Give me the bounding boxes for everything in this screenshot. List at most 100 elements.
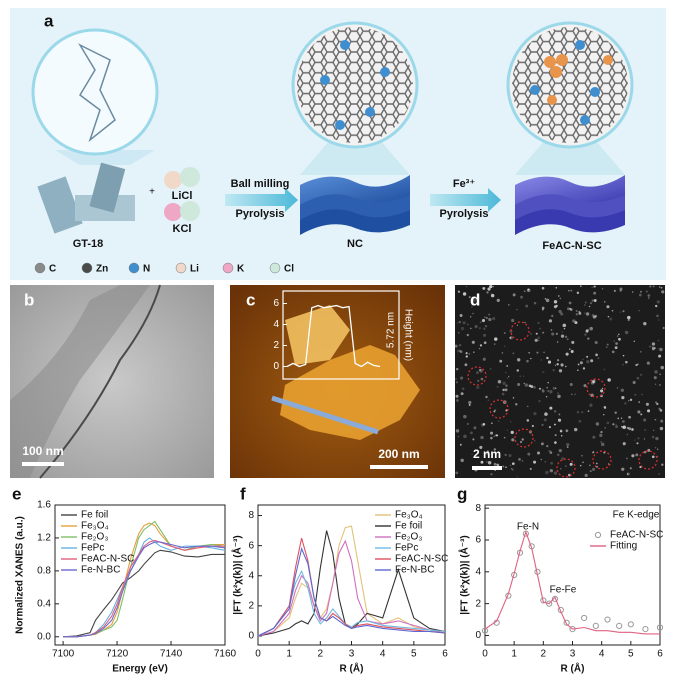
speckle (579, 361, 583, 365)
speckle (579, 464, 582, 467)
speckle (656, 300, 660, 304)
speckle (547, 360, 552, 364)
speckle (555, 286, 558, 289)
y-tick-label: 8 (248, 510, 254, 521)
speckle (575, 313, 579, 316)
speckle (658, 286, 661, 288)
speckle (534, 338, 538, 342)
speckle (520, 295, 523, 299)
speckle (566, 338, 569, 341)
speckle (631, 428, 634, 431)
x-tick-label: 1 (511, 649, 517, 660)
speckle (584, 333, 587, 336)
speckle (601, 387, 604, 390)
speckle (554, 441, 557, 444)
inset-tick-label: 4 (273, 319, 279, 330)
speckle (607, 315, 610, 318)
speckle (459, 350, 463, 354)
plus: + (149, 187, 155, 198)
speckle (471, 306, 473, 308)
speckle (628, 400, 630, 402)
speckle (628, 415, 631, 419)
tem-edge (39, 284, 161, 479)
speckle (517, 383, 521, 386)
speckle (527, 452, 531, 456)
legend-label: Fe₃O₄ (81, 521, 109, 532)
element-dot (175, 262, 187, 274)
step-label: Fe³⁺ (453, 178, 476, 190)
speckle (468, 404, 471, 406)
speckle (591, 314, 595, 317)
speckle (479, 327, 481, 329)
speckle (504, 388, 508, 392)
speckle (558, 449, 562, 453)
x-tick-label: 3 (570, 649, 576, 660)
x-tick-label: 4 (380, 649, 386, 660)
speckle (611, 350, 615, 354)
data-point (627, 621, 634, 628)
speckle (622, 364, 624, 366)
speckle (510, 468, 513, 470)
speckle (490, 473, 493, 476)
speckle (651, 346, 654, 349)
element-label: K (237, 264, 245, 275)
speckle (472, 438, 475, 441)
arrow (225, 188, 298, 212)
speckle (540, 442, 544, 446)
speckle (659, 347, 663, 352)
speckle (658, 407, 661, 410)
speckle (599, 433, 603, 438)
series-line (63, 541, 226, 638)
speckle (482, 357, 486, 361)
speckle (617, 417, 620, 420)
speckle (481, 319, 486, 323)
speckle (648, 345, 652, 348)
speckle (576, 411, 580, 414)
speckle (569, 307, 571, 310)
speckle (503, 436, 506, 439)
speckle (643, 418, 647, 422)
speckle (619, 311, 622, 313)
speckle (542, 331, 545, 334)
speckle (606, 421, 610, 425)
speckle (557, 359, 560, 362)
speckle (545, 298, 550, 303)
speckle (604, 426, 607, 429)
speckle (626, 472, 630, 476)
speckle (557, 392, 559, 394)
speckle (659, 426, 664, 431)
speckle (555, 332, 558, 335)
material-label: NC (347, 238, 363, 250)
speckle (550, 461, 554, 465)
speckle (656, 402, 659, 406)
speckle (553, 300, 558, 304)
speckle (468, 296, 471, 299)
speckle (589, 403, 593, 407)
panel-label: e (12, 484, 21, 503)
speckle (516, 324, 519, 326)
speckle (603, 368, 606, 371)
speckle (541, 286, 545, 290)
speckle (655, 401, 658, 404)
speckle (485, 317, 488, 319)
speckle (631, 454, 635, 458)
speckle (505, 384, 508, 387)
material-label: LiCl (172, 190, 193, 202)
speckle (652, 429, 655, 432)
fe-sc-illustration (506, 21, 634, 235)
speckle (496, 463, 500, 467)
speckle (530, 385, 534, 388)
speckle (627, 319, 630, 322)
speckle (653, 376, 657, 380)
speckle (525, 304, 529, 308)
speckle (657, 319, 660, 321)
speckle (600, 430, 603, 434)
series-line (484, 530, 660, 635)
element-label: Cl (284, 264, 294, 275)
element-dot (128, 262, 140, 274)
speckle (616, 387, 619, 389)
speckle (565, 465, 567, 467)
speckle (552, 369, 555, 372)
speckle (560, 430, 563, 433)
x-tick-label: 0 (482, 649, 488, 660)
